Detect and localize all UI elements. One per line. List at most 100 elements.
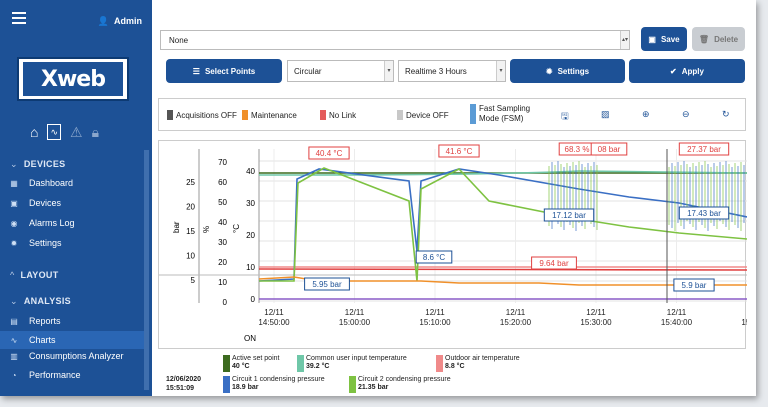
sidebar-item-performance[interactable]: ◔ Performance — [0, 366, 144, 384]
sidebar-item-alarms-log[interactable]: ◉ Alarms Log — [0, 214, 144, 232]
series-line — [258, 276, 747, 286]
home-icon[interactable]: ⌂ — [30, 124, 39, 140]
series-name: Common user input temperature — [306, 355, 407, 362]
y-tick-temp: 0 — [251, 295, 256, 304]
y-tick-temp: 10 — [246, 263, 255, 272]
series-value: 39.2 °C — [306, 363, 330, 370]
image-icon[interactable]: ▨ — [601, 109, 610, 119]
section-label: DEVICES — [23, 159, 66, 169]
callout-box — [673, 278, 715, 292]
legend-acquisitions-off: Acquisitions OFF — [167, 110, 237, 120]
y-tick-pct: 60 — [218, 178, 227, 187]
trash-icon: 🗑︎ — [698, 34, 710, 44]
analyzer-icon: ▥ — [10, 351, 18, 361]
lock-icon[interactable]: 🔒︎ — [91, 124, 100, 140]
list-icon: ☰ — [192, 66, 200, 76]
zoom-out-icon[interactable]: ⊖ — [682, 109, 690, 119]
export-icon[interactable]: 🖫︎ — [561, 111, 569, 121]
sidebar-scrollbar[interactable] — [144, 150, 149, 390]
callout-box — [531, 256, 577, 270]
callout-box — [438, 144, 480, 158]
x-tick-time: 14:50:00 — [258, 318, 290, 327]
section-layout[interactable]: ^ LAYOUT — [10, 270, 59, 280]
callout-label: 8.6 °C — [423, 253, 446, 262]
series-swatch — [223, 376, 230, 393]
section-label: ANALYSIS — [23, 296, 71, 306]
callout-label: 5.9 bar — [682, 281, 707, 290]
sidebar-item-devices[interactable]: ▣ Devices — [0, 194, 144, 212]
legend-label: No Link — [329, 110, 357, 120]
sidebar-item-charts[interactable]: ∿ Charts — [0, 331, 144, 349]
app-window: 👤 Admin Xweb ⌂ ∿ ⚠ 🔒︎ ⌄ DEVICES ▦ Dashboard… — [0, 0, 756, 396]
series-value: 40 °C — [232, 363, 250, 370]
callout-box — [304, 277, 350, 291]
select-points-button[interactable]: ☰ Select Points — [166, 59, 282, 83]
sidebar-item-label: Performance — [29, 370, 81, 380]
section-devices[interactable]: ⌄ DEVICES — [10, 159, 65, 170]
x-tick-time: 15:40:00 — [661, 318, 693, 327]
sidebar-item-consumptions-analyzer[interactable]: ▥ Consumptions Analyzer — [0, 347, 144, 365]
callout-box — [308, 146, 350, 160]
series-name: Circuit 1 condensing pressure — [232, 376, 325, 383]
legend-label: Fast Sampling Mode (FSM) — [479, 104, 530, 124]
chart-panel[interactable]: 12/11 14:50:00 12/11 15:00:00 12/11 15:10:00 1… — [158, 140, 747, 351]
series-name: Circuit 2 condensing pressure — [358, 376, 451, 383]
sidebar: 👤 Admin Xweb ⌂ ∿ ⚠ 🔒︎ ⌄ DEVICES ▦ Dashboard… — [0, 0, 152, 396]
chart-svg[interactable]: 12/1114:50:0012/1115:00:0012/1115:10:001… — [159, 141, 747, 351]
time-range-value: Realtime 3 Hours — [405, 67, 467, 76]
save-button[interactable]: ▣ Save — [641, 27, 687, 51]
dashboard-icon: ▦ — [10, 178, 18, 188]
legend-label-line1: Fast Sampling — [479, 104, 531, 113]
sidebar-item-label: Reports — [29, 316, 61, 326]
apply-button[interactable]: ✔ Apply — [629, 59, 745, 83]
bell-icon: ◉ — [10, 218, 18, 228]
refresh-icon[interactable]: ↻ — [722, 109, 730, 119]
y-tick-temp: 20 — [246, 231, 255, 240]
section-label: LAYOUT — [20, 270, 59, 280]
y-axis-label-bar: bar — [172, 221, 181, 233]
sidebar-item-reports[interactable]: ▤ Reports — [0, 312, 144, 330]
xweb-logo: Xweb — [17, 57, 129, 101]
sidebar-item-label: Charts — [29, 335, 56, 345]
settings-button[interactable]: ✹ Settings — [510, 59, 625, 83]
legend-label: Maintenance — [251, 110, 297, 120]
delete-button[interactable]: 🗑︎ Delete — [692, 27, 745, 51]
monitor-chart-icon[interactable]: ∿ — [47, 124, 62, 140]
y-tick-pct: 50 — [218, 198, 227, 207]
user-name: Admin — [114, 16, 142, 26]
sidebar-item-dashboard[interactable]: ▦ Dashboard — [0, 174, 144, 192]
callout-box — [590, 142, 628, 156]
series-line — [258, 268, 747, 271]
on-label: ON — [244, 334, 256, 343]
reports-icon: ▤ — [10, 316, 18, 326]
logo-text: Xweb — [23, 62, 123, 96]
x-tick-time: 15:00:00 — [339, 318, 371, 327]
legend-fsm: Fast Sampling Mode (FSM) — [470, 104, 530, 124]
callout-box — [543, 208, 595, 222]
chart-type-select[interactable]: Circular ▾ — [287, 60, 394, 82]
sidebar-item-settings[interactable]: ✹ Settings — [0, 234, 144, 252]
x-tick-date: 12/11 — [667, 308, 687, 317]
zoom-in-icon[interactable]: ⊕ — [642, 109, 650, 119]
chevron-down-icon: ▾ — [496, 61, 505, 81]
y-tick-pct: 40 — [218, 218, 227, 227]
legend-swatch — [470, 104, 476, 124]
y-tick-bar: 5 — [191, 276, 196, 285]
floppy-icon: ▣ — [648, 34, 656, 44]
hamburger-menu-icon[interactable] — [12, 12, 26, 24]
sidebar-item-label: Devices — [29, 198, 62, 208]
select-points-label: Select Points — [204, 66, 256, 76]
quick-nav: ⌂ ∿ ⚠ 🔒︎ — [30, 124, 99, 140]
x-tick-date: 12/11 — [425, 308, 445, 317]
section-analysis[interactable]: ⌄ ANALYSIS — [10, 296, 71, 307]
delete-label: Delete — [714, 34, 739, 44]
preset-select[interactable]: None ▴▾ — [160, 30, 630, 50]
y-tick-temp: 40 — [246, 167, 255, 176]
legend-label-line2: Mode (FSM) — [479, 114, 524, 123]
time-range-select[interactable]: Realtime 3 Hours ▾ — [398, 60, 506, 82]
legend-label: Acquisitions OFF — [176, 110, 237, 120]
warning-icon[interactable]: ⚠ — [70, 124, 83, 140]
cursor-time: 15:51:09 — [166, 385, 195, 392]
series-name: Active set point — [232, 355, 280, 362]
user-menu[interactable]: 👤 Admin — [98, 16, 142, 27]
